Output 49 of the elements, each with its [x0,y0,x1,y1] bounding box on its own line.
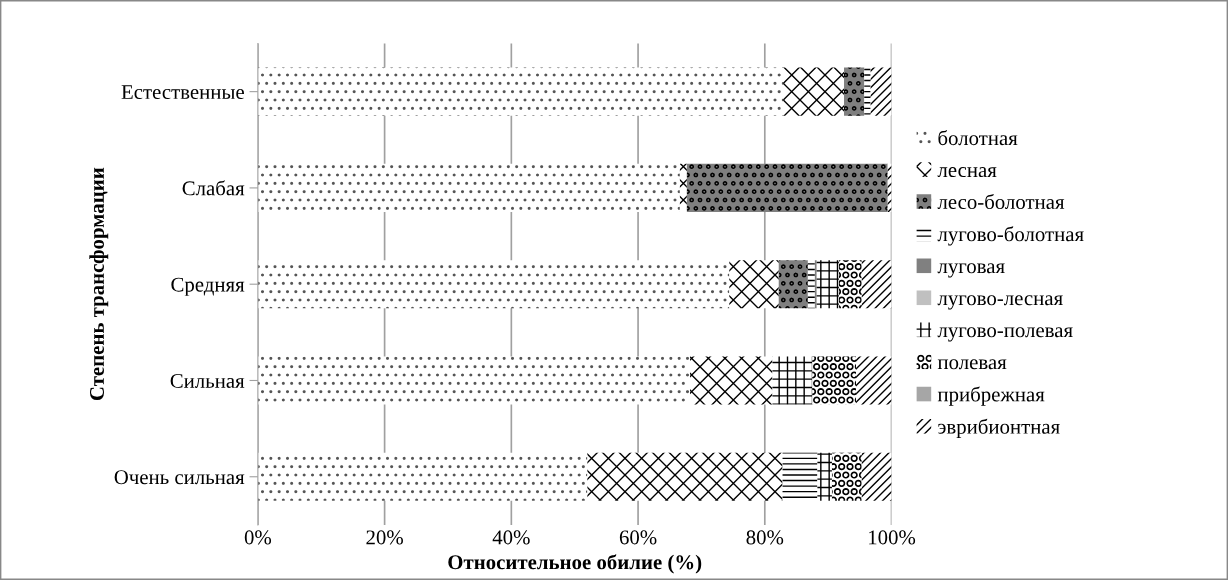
legend-label: лугово-болотная [937,226,1084,246]
bar [838,260,862,309]
bar [870,67,892,116]
bar [679,163,687,212]
legend-label: эврибионтная [938,418,1060,439]
bar [587,452,783,501]
bar [831,452,862,501]
bar [686,163,888,212]
bar [257,260,730,309]
y-tick-label: Очень сильная [114,470,245,485]
x-tick-label: 60% [619,530,657,545]
y-tick-label: Естественные [121,85,244,100]
legend-label: лугово-лесная [937,295,1063,310]
bar [864,67,871,116]
bar [861,260,892,309]
y-tick-label: Средняя [171,277,245,296]
x-axis-title: Относительное обилие (%) [448,554,702,574]
bar [772,356,813,405]
bar [257,452,588,501]
bar [807,260,815,309]
legend-label: прибрежная [937,386,1045,406]
bar [778,260,808,309]
bar [844,67,865,116]
bar [856,356,892,405]
bar [782,452,818,501]
legend-label: полевая [937,359,1007,370]
bar [729,260,779,309]
bar [861,452,892,501]
legend-label: лесо-болотная [937,193,1065,210]
x-tick-label: 0% [244,530,272,545]
legend-label: болотная [938,130,1018,146]
bar [257,163,680,212]
x-tick-label: 100% [869,530,916,545]
bar [257,356,691,405]
bar [783,67,844,116]
legend-label: лугово-полевая [937,327,1073,342]
bar [817,452,832,501]
bar [816,260,839,309]
y-tick-label: Сильная [170,373,245,388]
bar [690,356,773,405]
bar [812,356,857,405]
legend-label: лесная [937,167,997,178]
x-tick-label: 40% [492,530,530,545]
legend-label: луговая [937,263,1005,278]
x-tick-label: 20% [366,530,403,545]
y-tick-label: Слабая [182,180,245,196]
y-axis-title: Степень трансформации [89,167,109,401]
bar [257,67,784,116]
x-tick-label: 80% [746,530,784,545]
